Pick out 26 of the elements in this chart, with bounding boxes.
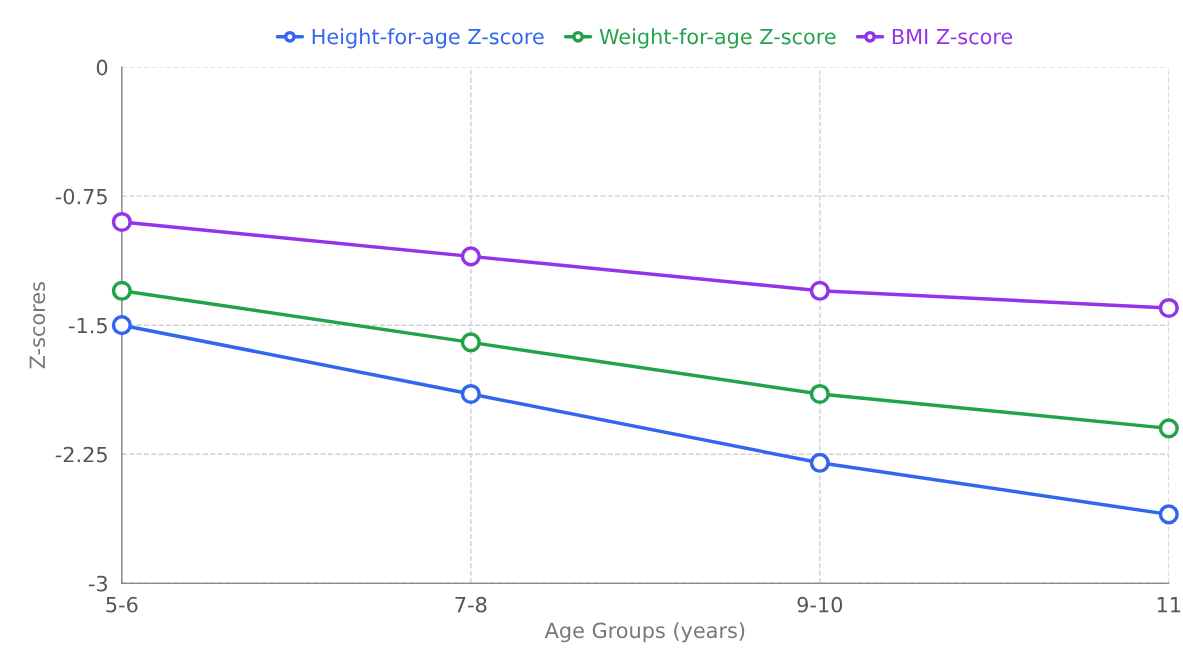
point xyxy=(460,383,481,405)
x-tick-label: 5-6 xyxy=(106,596,138,613)
point xyxy=(1158,297,1179,319)
y-tick-label: -3 xyxy=(88,575,107,592)
point xyxy=(809,280,830,301)
point xyxy=(1158,504,1179,525)
y-tick-label: -1.5 xyxy=(69,317,107,334)
x-axis-title: Age Groups (years) xyxy=(544,622,745,643)
point xyxy=(809,452,830,473)
point xyxy=(809,383,830,405)
x-tick-label: 9-10 xyxy=(797,596,843,613)
y-tick-label: -2.25 xyxy=(55,446,107,463)
y-tick-label: -0.75 xyxy=(55,188,107,205)
y-tick-label: 0 xyxy=(96,59,108,76)
point xyxy=(111,315,132,336)
legend-label: Weight-for-age Z-score xyxy=(599,28,836,49)
point xyxy=(460,246,481,267)
point xyxy=(460,332,481,353)
point xyxy=(1158,418,1179,439)
x-tick-label: 7-8 xyxy=(455,596,487,613)
legend-label: BMI Z-score xyxy=(892,28,1013,45)
legend-label: Height-for-age Z-score xyxy=(312,28,544,49)
x-tick-label: 11 xyxy=(1157,597,1181,613)
point xyxy=(111,280,132,301)
y-axis-title: Z-scores xyxy=(29,282,46,369)
point xyxy=(111,211,132,233)
